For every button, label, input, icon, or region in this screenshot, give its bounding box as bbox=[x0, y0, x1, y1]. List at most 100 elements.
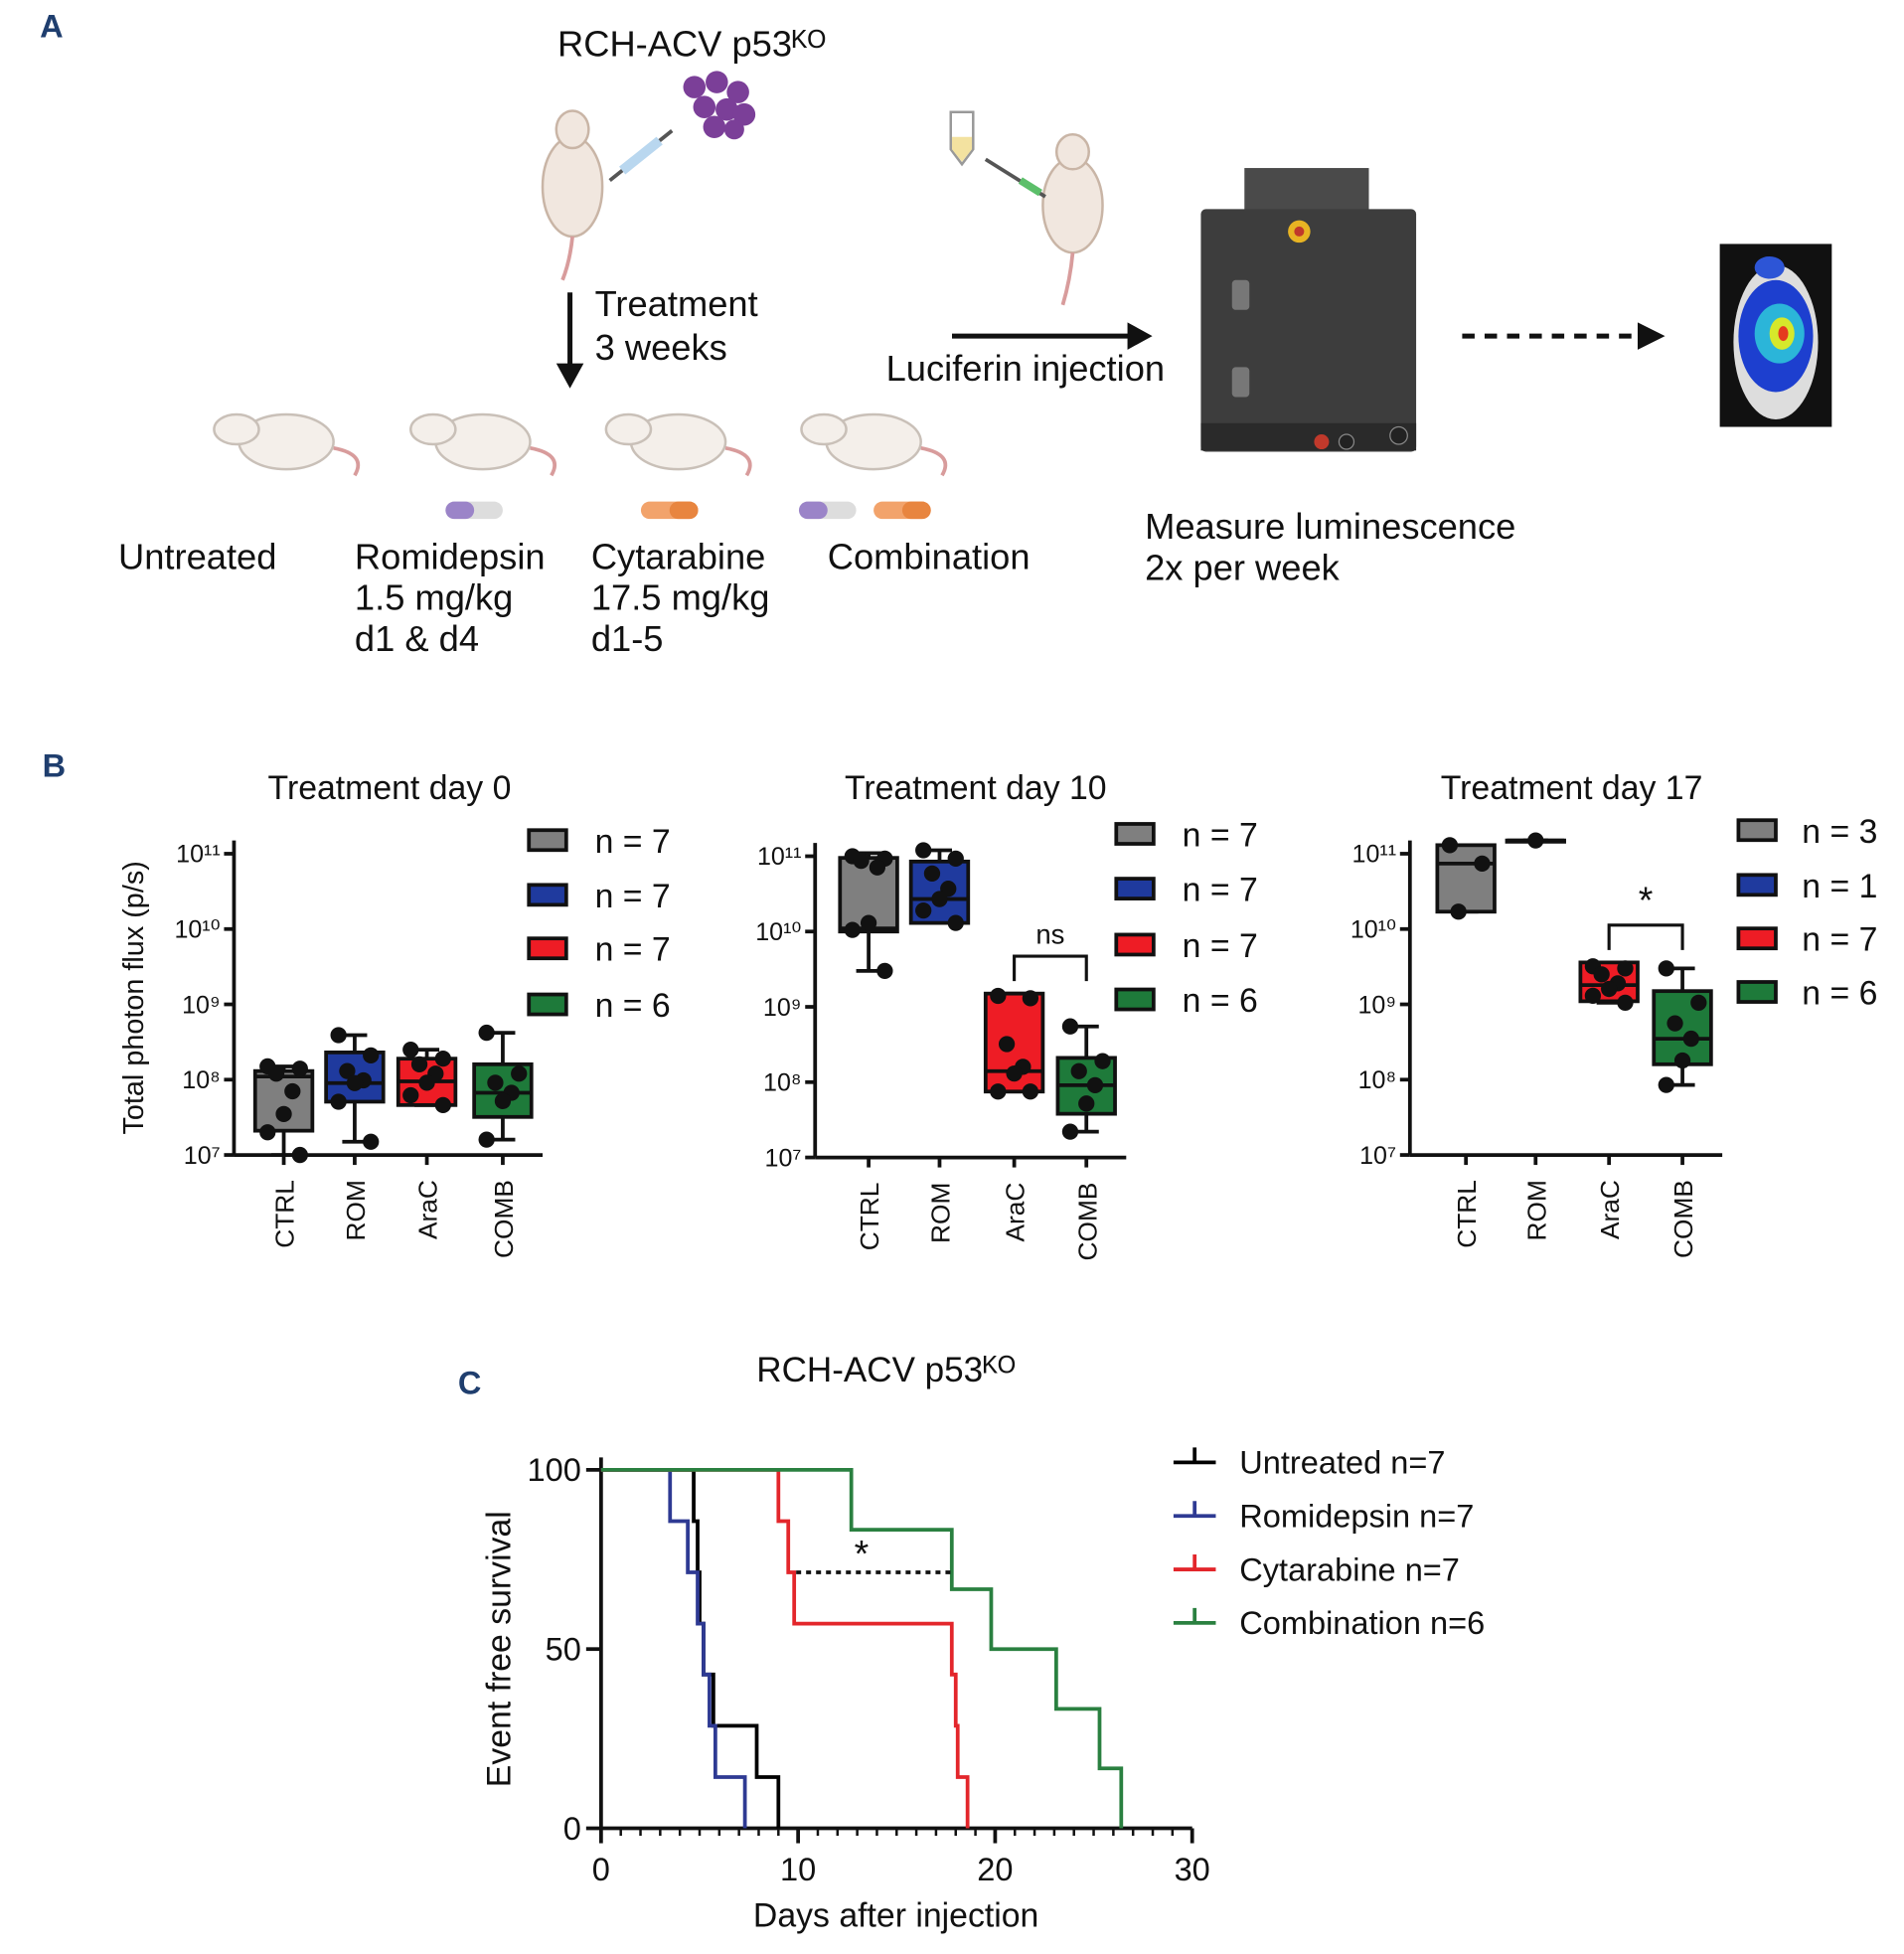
syringe-icon bbox=[608, 129, 674, 183]
data-point bbox=[931, 891, 948, 907]
data-point bbox=[487, 1074, 504, 1091]
y-tick-label: 10⁷ bbox=[765, 1144, 802, 1172]
x-tick-label: 10 bbox=[780, 1852, 816, 1887]
legend-label: n = 7 bbox=[1802, 921, 1877, 959]
panel-label: B bbox=[43, 747, 67, 783]
measure-label: 2x per week bbox=[1145, 548, 1341, 588]
legend-label: n = 1 bbox=[1802, 868, 1877, 905]
legend-swatch bbox=[1736, 980, 1778, 1004]
group-label: d1-5 bbox=[591, 618, 664, 659]
x-tick-label: ROM bbox=[341, 1180, 371, 1240]
group-label: Untreated bbox=[118, 536, 276, 576]
legend-marker bbox=[1173, 1501, 1216, 1519]
significance-bracket bbox=[1013, 954, 1088, 982]
data-point bbox=[947, 850, 964, 868]
data-point bbox=[346, 1074, 364, 1091]
data-point bbox=[990, 1083, 1007, 1100]
data-point bbox=[1022, 990, 1039, 1007]
data-point bbox=[1006, 1065, 1023, 1082]
x-tick-label: AraC bbox=[1595, 1180, 1625, 1239]
survival-curve bbox=[600, 1468, 970, 1829]
panel-label: C bbox=[458, 1365, 482, 1400]
y-tick-label: 10⁸ bbox=[182, 1066, 220, 1094]
data-point bbox=[1617, 960, 1634, 977]
box bbox=[1435, 843, 1497, 914]
y-tick-label: 10¹⁰ bbox=[755, 918, 801, 946]
data-point bbox=[478, 1131, 495, 1148]
data-point bbox=[853, 852, 870, 870]
legend-swatch bbox=[1736, 926, 1778, 951]
data-point bbox=[402, 1086, 419, 1104]
group-label: Romidepsin bbox=[355, 536, 546, 576]
data-point bbox=[1527, 832, 1544, 849]
data-point bbox=[363, 1133, 380, 1150]
data-point bbox=[291, 1060, 308, 1077]
significance-label: * bbox=[1639, 879, 1654, 920]
legend-label: n = 6 bbox=[595, 987, 671, 1025]
y-tick-label: 10¹⁰ bbox=[1350, 916, 1396, 944]
legend-marker bbox=[1173, 1554, 1216, 1571]
data-point bbox=[330, 1027, 347, 1044]
data-point bbox=[923, 865, 941, 882]
legend-label: n = 7 bbox=[595, 931, 671, 969]
y-tick-label: 10¹⁰ bbox=[174, 916, 220, 944]
legend-label: Romidepsin n=7 bbox=[1239, 1498, 1474, 1534]
group-label: d1 & d4 bbox=[355, 618, 479, 659]
group-label: Combination bbox=[828, 536, 1031, 576]
legend-marker bbox=[1173, 1607, 1216, 1625]
x-tick-label: AraC bbox=[413, 1180, 443, 1239]
legend-swatch bbox=[527, 828, 568, 853]
legend-swatch bbox=[1736, 818, 1778, 843]
x-tick-label: CTRL bbox=[855, 1183, 884, 1251]
legend-swatch bbox=[1114, 987, 1156, 1012]
data-point bbox=[284, 1082, 301, 1100]
data-point bbox=[259, 1124, 276, 1141]
data-point bbox=[434, 1096, 451, 1113]
y-tick-label: 10⁸ bbox=[763, 1069, 801, 1097]
legend-swatch bbox=[527, 883, 568, 907]
data-point bbox=[478, 1024, 495, 1042]
x-tick-label: AraC bbox=[1001, 1183, 1031, 1242]
legend-label: n = 7 bbox=[1183, 872, 1258, 909]
data-point bbox=[1593, 966, 1610, 983]
cell-line-label: RCH-ACV p53ᴷᴼ bbox=[557, 23, 826, 64]
treatment-label: 3 weeks bbox=[595, 327, 727, 368]
legend-label: n = 3 bbox=[1802, 813, 1877, 851]
data-point bbox=[410, 1056, 428, 1072]
data-point bbox=[494, 1092, 512, 1109]
data-point bbox=[990, 987, 1007, 1005]
cells-icon bbox=[683, 71, 756, 140]
chart-title: Treatment day 0 bbox=[268, 769, 512, 807]
legend-label: n = 7 bbox=[1183, 927, 1258, 965]
data-point bbox=[418, 1074, 435, 1091]
data-point bbox=[434, 1051, 451, 1067]
data-point bbox=[1673, 1052, 1691, 1069]
arrow-right bbox=[952, 322, 1153, 350]
y-axis-label: Total photon flux (p/s) bbox=[118, 861, 150, 1134]
legend-swatch bbox=[1114, 877, 1156, 900]
data-point bbox=[1061, 1018, 1079, 1035]
data-point bbox=[291, 1146, 308, 1164]
data-point bbox=[339, 1062, 356, 1079]
data-point bbox=[915, 842, 932, 859]
legend-label: n = 7 bbox=[1183, 817, 1258, 855]
survival-curve bbox=[600, 1468, 781, 1829]
group-label: 1.5 mg/kg bbox=[355, 577, 513, 618]
mouse-top-icon bbox=[1041, 132, 1104, 306]
chart-title: Treatment day 10 bbox=[845, 769, 1107, 807]
legend-label: n = 7 bbox=[595, 878, 671, 915]
x-tick-label: 20 bbox=[977, 1852, 1013, 1887]
data-point bbox=[330, 1093, 347, 1110]
y-tick-label: 10⁹ bbox=[1357, 991, 1396, 1019]
mouse-side-icons bbox=[213, 412, 948, 477]
x-axis-label: Days after injection bbox=[753, 1896, 1038, 1934]
x-tick-label: 0 bbox=[592, 1852, 610, 1887]
legend-label: Untreated n=7 bbox=[1239, 1445, 1445, 1481]
data-point bbox=[1474, 855, 1491, 873]
data-point bbox=[275, 1105, 292, 1122]
survival-curve bbox=[600, 1468, 747, 1829]
data-point bbox=[363, 1047, 380, 1064]
